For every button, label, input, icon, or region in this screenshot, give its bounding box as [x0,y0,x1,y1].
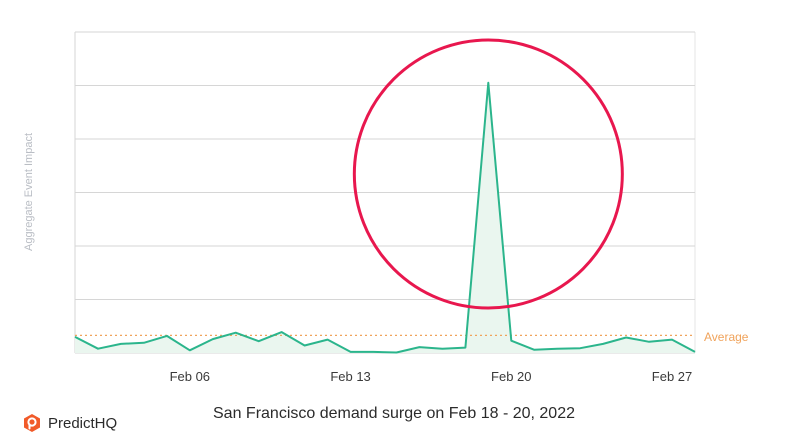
data-point [625,336,627,338]
series-line [74,81,696,354]
x-tick-label: Feb 27 [652,369,692,384]
data-point [143,342,145,344]
predicthq-logo-icon [24,414,40,432]
y-axis-label: Aggregate Event Impact [23,132,35,252]
data-point [166,335,168,337]
x-tick-label: Feb 06 [170,369,210,384]
data-point [579,347,581,349]
data-point [372,351,374,353]
data-point [418,346,420,348]
data-point [280,331,282,333]
data-point [349,351,351,353]
data-point [487,82,489,84]
data-point [189,349,191,351]
data-point [533,349,535,351]
data-point [74,336,76,338]
data-point [694,351,696,353]
data-point [464,346,466,348]
data-point [648,341,650,343]
chart-caption: San Francisco demand surge on Feb 18 - 2… [213,405,575,422]
data-point [395,351,397,353]
average-label: Average [704,330,749,344]
data-point [120,343,122,345]
data-point [671,338,673,340]
data-point [235,331,237,333]
data-point [441,348,443,350]
brand-name: PredictHQ [48,414,118,432]
data-point [556,348,558,350]
data-point [303,344,305,346]
data-point [258,340,260,342]
series-area [75,82,695,354]
data-point [212,338,214,340]
data-point [510,339,512,341]
data-point [97,348,99,350]
x-tick-label: Feb 20 [491,369,531,384]
brand: PredictHQ [22,413,117,433]
data-point [326,338,328,340]
data-point [602,343,604,345]
x-tick-label: Feb 13 [330,369,370,384]
highlight-circle [352,38,624,310]
